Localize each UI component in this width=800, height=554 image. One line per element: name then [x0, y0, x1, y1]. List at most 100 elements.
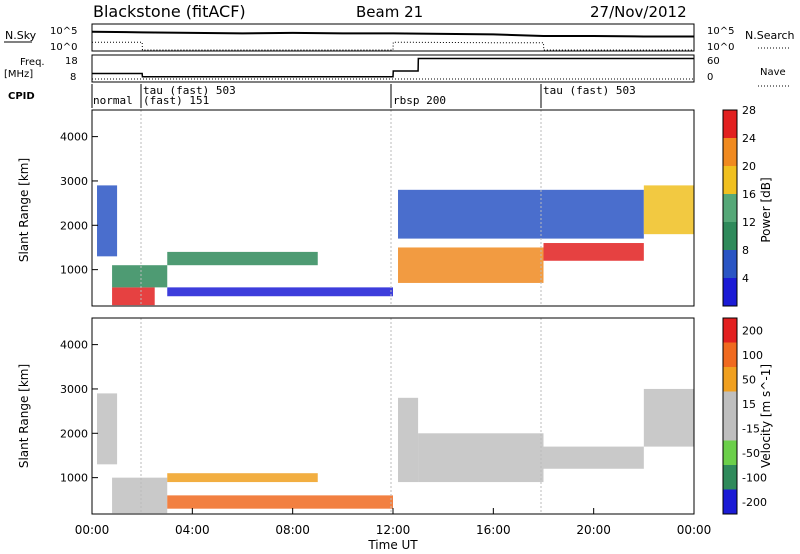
- velocity-colorbar-tick-1: 100: [742, 349, 763, 362]
- power-region-7: [543, 243, 644, 261]
- freq-tick-top: 18: [65, 56, 78, 67]
- cpid-segment-fast: (fast) 151: [143, 94, 209, 107]
- velocity-colorbar-swatch-5: [723, 367, 737, 392]
- velocity-colorbar-tick-6: -100: [742, 471, 767, 484]
- velocity-ytick-label-0: 1000: [60, 472, 88, 485]
- power-colorbar-swatch-3: [723, 194, 737, 222]
- velocity-colorbar-swatch-4: [723, 391, 737, 416]
- velocity-colorbar-tick-5: -50: [742, 447, 760, 460]
- power-region-8: [643, 185, 694, 235]
- beam-label: Beam 21: [356, 3, 423, 21]
- frequency-panel: Freq. [MHz] 18 8 60 0 Nave: [4, 54, 790, 87]
- velocity-colorbar-tick-3: 15: [742, 398, 756, 411]
- power-colorbar-tick-4: 20: [742, 160, 756, 173]
- power-colorbar-tick-0: 4: [742, 272, 749, 285]
- nsky-label: N.Sky: [5, 29, 37, 42]
- noise-tick-left-top: 10^5: [50, 26, 77, 37]
- velocity-colorbar-swatch-3: [723, 416, 737, 441]
- power-colorbar-tick-3: 16: [742, 188, 756, 201]
- velocity-colorbar-label: Velocity [m s^-1]: [759, 364, 773, 468]
- power-colorbar-swatch-1: [723, 250, 737, 278]
- velocity-region-4: [398, 397, 419, 483]
- velocity-ytick-label-3: 4000: [60, 339, 88, 352]
- noise-tick-right-top: 10^5: [707, 26, 734, 37]
- power-colorbar-swatch-5: [723, 138, 737, 166]
- velocity-xtick-label-6: 00:00: [677, 523, 712, 537]
- velocity-colorbar-swatch-7: [723, 318, 737, 343]
- power-ytick-label-0: 1000: [60, 264, 88, 277]
- power-colorbar-tick-5: 24: [742, 132, 756, 145]
- power-region-3: [167, 251, 318, 266]
- power-ytick-label-1: 2000: [60, 219, 88, 232]
- power-colorbar-swatch-2: [723, 222, 737, 250]
- velocity-colorbar-swatch-2: [723, 440, 737, 465]
- velocity-xtick-label-0: 00:00: [75, 523, 110, 537]
- velocity-colorbar-swatch-0: [723, 489, 737, 514]
- power-panel: 1000 2000 3000 4000 Slant Range [km] 4 8 12 16…: [17, 104, 773, 307]
- velocity-region-5: [418, 433, 544, 483]
- velocity-colorbar-swatch-1: [723, 465, 737, 490]
- velocity-xtick-label-2: 08:00: [275, 523, 310, 537]
- velocity-colorbar-swatch-6: [723, 342, 737, 367]
- station-title: Blackstone (fitACF): [93, 2, 246, 21]
- velocity-colorbar: 200 100 50 15 -15 -50 -100 -200: [722, 317, 767, 515]
- cpid-segment-normal: normal: [93, 94, 133, 107]
- power-colorbar-swatch-6: [723, 110, 737, 138]
- velocity-region-3: [167, 473, 318, 483]
- power-region-4: [167, 287, 393, 297]
- nsearch-label: N.Search: [745, 29, 795, 42]
- cpid-panel: CPID normal tau (fast) 503 (fast) 151 rb…: [8, 84, 636, 108]
- noise-tick-left-bottom: 10^0: [50, 42, 77, 53]
- power-colorbar-tick-2: 12: [742, 216, 756, 229]
- noise-series-nsearch: [92, 41, 694, 51]
- velocity-colorbar-tick-0: 200: [742, 324, 763, 337]
- velocity-region-1: [112, 477, 168, 514]
- velocity-region-2: [167, 495, 393, 509]
- power-colorbar-swatch-0: [723, 278, 737, 306]
- power-colorbar-tick-6: 28: [742, 104, 756, 117]
- power-region-5: [398, 247, 544, 283]
- power-colorbar-label: Power [dB]: [759, 177, 773, 242]
- velocity-xtick-label-3: 12:00: [376, 523, 411, 537]
- power-ytick-label-2: 3000: [60, 175, 88, 188]
- power-region-2: [112, 265, 168, 288]
- power-colorbar-swatch-4: [723, 166, 737, 194]
- noise-series-nsky: [91, 30, 694, 38]
- power-region-6: [398, 189, 644, 239]
- velocity-xtick-label-1: 04:00: [175, 523, 210, 537]
- velocity-region-6: [543, 446, 644, 469]
- noise-tick-right-bottom: 10^0: [707, 42, 734, 53]
- date-label: 27/Nov/2012: [590, 3, 687, 21]
- velocity-region-7: [643, 388, 694, 447]
- cpid-segment-tau-1: tau (fast) 503: [143, 84, 236, 97]
- cpid-segment-rbsp: rbsp 200: [393, 94, 446, 107]
- velocity-colorbar-tick-4: -15: [742, 422, 760, 435]
- cpid-label: CPID: [8, 91, 35, 102]
- nave-label: Nave: [760, 67, 786, 78]
- velocity-xtick-label-5: 20:00: [576, 523, 611, 537]
- cpid-segment-tau-2: tau (fast) 503: [543, 84, 636, 97]
- nave-tick-bottom: 0: [707, 72, 713, 83]
- velocity-ytick-label-2: 3000: [60, 383, 88, 396]
- freq-label-line2: [MHz]: [4, 69, 33, 80]
- power-region-1: [112, 287, 155, 306]
- velocity-xtick-label-4: 16:00: [476, 523, 511, 537]
- velocity-region-0: [97, 393, 118, 465]
- velocity-colorbar-frame: [722, 317, 738, 515]
- power-colorbar: 4 8 12 16 20 24 28: [722, 104, 756, 307]
- power-ytick-label-3: 4000: [60, 131, 88, 144]
- power-colorbar-tick-1: 8: [742, 244, 749, 257]
- velocity-ylabel: Slant Range [km]: [17, 364, 31, 468]
- noise-panel: N.Sky 10^5 10^0 10^5 10^0 N.Search: [4, 23, 795, 53]
- velocity-xlabel: Time UT: [367, 538, 418, 552]
- velocity-colorbar-tick-7: -200: [742, 496, 767, 509]
- power-region-0: [97, 185, 118, 257]
- velocity-ytick-label-1: 2000: [60, 427, 88, 440]
- nave-tick-top: 60: [707, 56, 720, 67]
- power-colorbar-frame: [722, 109, 738, 307]
- velocity-colorbar-tick-2: 50: [742, 373, 756, 386]
- freq-tick-bottom: 8: [70, 72, 76, 83]
- power-ylabel: Slant Range [km]: [17, 158, 31, 262]
- velocity-panel: 1000 2000 3000 4000 00:00 04:00 08:00 12:00 16:…: [17, 317, 773, 552]
